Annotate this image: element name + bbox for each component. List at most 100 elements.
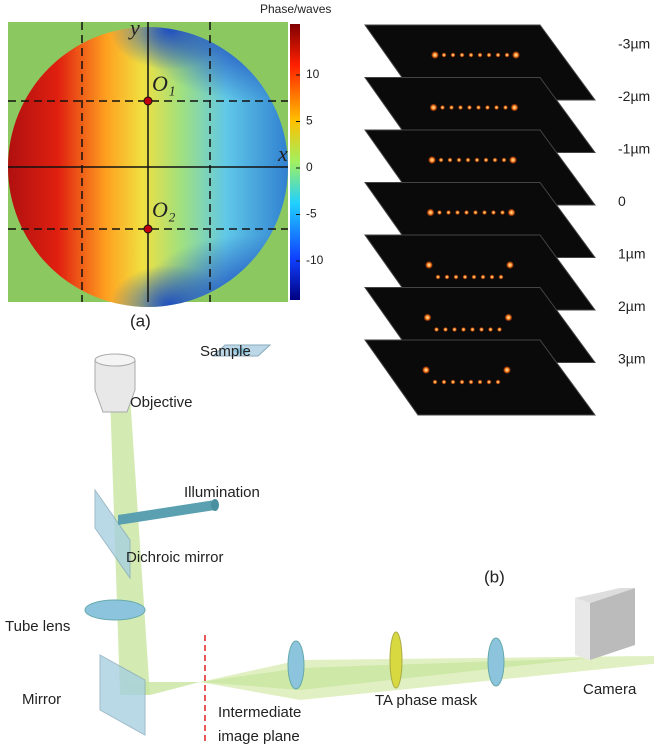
colorbar-tick: 5 (306, 114, 313, 128)
caption: (a) (130, 311, 151, 330)
spot (455, 210, 460, 215)
label: Objective (130, 394, 193, 411)
plane-label: 1µm (618, 246, 646, 262)
spot (509, 156, 517, 164)
label: Mirror (22, 691, 61, 708)
spot (506, 261, 514, 269)
spot (445, 275, 450, 280)
spot (469, 380, 474, 385)
spot (449, 105, 454, 110)
spot (430, 104, 438, 112)
spot (499, 275, 504, 280)
spot (422, 366, 430, 374)
spot (427, 209, 435, 217)
spot (484, 158, 489, 163)
spot (500, 210, 505, 215)
spot (487, 53, 492, 58)
spot (491, 210, 496, 215)
spot (487, 380, 492, 385)
plane-label: -2µm (618, 88, 650, 104)
spot (464, 210, 469, 215)
spot (473, 210, 478, 215)
colorbar-tick: 10 (306, 67, 320, 81)
spot (425, 261, 433, 269)
spot (469, 53, 474, 58)
colorbar-tick: 0 (306, 160, 313, 174)
label: Camera (583, 681, 637, 698)
spot (482, 210, 487, 215)
spot (502, 158, 507, 163)
spot (434, 327, 439, 332)
spot (454, 275, 459, 280)
spot (479, 327, 484, 332)
label: TA phase mask (375, 692, 478, 709)
spot (490, 275, 495, 280)
spot (503, 105, 508, 110)
spot (452, 327, 457, 332)
spot (439, 158, 444, 163)
label: image plane (218, 728, 300, 745)
spot (467, 105, 472, 110)
spot (478, 380, 483, 385)
spot (460, 380, 465, 385)
axis-label: x (277, 141, 288, 166)
spot (494, 105, 499, 110)
figure: y x O₁ O₂ Phase/waves 1050-5-10 (a) -3µm… (0, 0, 654, 748)
plane-label: 2µm (618, 298, 646, 314)
spot (424, 314, 432, 322)
point (144, 225, 152, 233)
spot (481, 275, 486, 280)
point-label: O₂ (152, 197, 176, 222)
spot (431, 51, 439, 59)
spot (470, 327, 475, 332)
spot (493, 158, 498, 163)
spot (496, 380, 501, 385)
spot (466, 158, 471, 163)
spot (428, 156, 436, 164)
spot (442, 380, 447, 385)
spot (488, 327, 493, 332)
spot (433, 380, 438, 385)
spot (508, 209, 516, 217)
spot (442, 53, 447, 58)
spot (475, 158, 480, 163)
spot (497, 327, 502, 332)
spot (451, 380, 456, 385)
spot (505, 53, 510, 58)
plane-label: 0 (618, 193, 626, 209)
spot (505, 314, 513, 322)
point (144, 97, 152, 105)
axis-label: y (128, 15, 140, 40)
spot (476, 105, 481, 110)
plane-label: -3µm (618, 36, 650, 52)
label: Dichroic mirror (126, 549, 224, 566)
caption: (b) (484, 567, 505, 586)
spot (485, 105, 490, 110)
spot (460, 53, 465, 58)
spot (503, 366, 511, 374)
plane-label: 3µm (618, 351, 646, 367)
label: Illumination (184, 484, 260, 501)
spot (457, 158, 462, 163)
spot (472, 275, 477, 280)
label: Intermediate (218, 704, 301, 721)
spot (436, 275, 441, 280)
spot (448, 158, 453, 163)
spot (511, 104, 519, 112)
label: Tube lens (5, 618, 70, 635)
colorbar-tick: -5 (306, 207, 317, 221)
spot (440, 105, 445, 110)
spot (437, 210, 442, 215)
spot (512, 51, 520, 59)
label: Sample (200, 343, 251, 360)
colorbar-title: Phase/waves (260, 2, 331, 16)
spot (451, 53, 456, 58)
colorbar-tick: -10 (306, 253, 324, 267)
spot (458, 105, 463, 110)
spot (446, 210, 451, 215)
spot (463, 275, 468, 280)
spot (478, 53, 483, 58)
colorbar (290, 24, 300, 300)
spot (443, 327, 448, 332)
spot (496, 53, 501, 58)
